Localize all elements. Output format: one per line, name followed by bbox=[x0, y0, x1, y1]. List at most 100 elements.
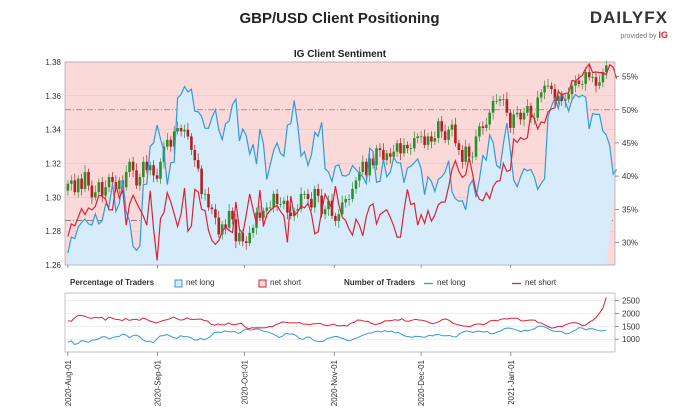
candle-body-151 bbox=[584, 72, 587, 84]
candle-body-128 bbox=[505, 99, 509, 113]
candle-body-45 bbox=[220, 224, 224, 235]
candle-body-102 bbox=[416, 136, 419, 139]
candle-body-78 bbox=[334, 215, 337, 221]
candle-body-153 bbox=[591, 77, 594, 78]
candle-body-42 bbox=[210, 207, 214, 210]
candle-body-9 bbox=[97, 182, 101, 193]
candle-body-97 bbox=[399, 143, 402, 154]
right-tick-label-3: 40% bbox=[622, 172, 638, 181]
legend-net-long: net long bbox=[186, 278, 215, 287]
candle-body-124 bbox=[491, 100, 495, 113]
candle-body-107 bbox=[433, 138, 437, 142]
right-tick-label-0: 55% bbox=[622, 73, 638, 82]
candle-body-143 bbox=[557, 95, 560, 101]
candle-body-139 bbox=[543, 85, 546, 93]
candle-body-58 bbox=[265, 207, 269, 211]
candle-body-32 bbox=[176, 128, 179, 132]
candle-body-122 bbox=[485, 124, 488, 128]
candle-body-63 bbox=[282, 200, 286, 205]
candle-body-110 bbox=[443, 131, 447, 140]
candle-body-15 bbox=[118, 180, 121, 189]
candle-body-62 bbox=[279, 204, 282, 205]
left-tick-label-2: 1.34 bbox=[45, 126, 61, 135]
x-tick-label-4: 2020-Dec-01 bbox=[417, 359, 426, 406]
candle-body-0 bbox=[66, 183, 70, 191]
x-tick-label-3: 2020-Nov-01 bbox=[330, 359, 339, 406]
legend-net-short: net short bbox=[270, 278, 302, 287]
candle-body-81 bbox=[344, 199, 347, 203]
candle-body-52 bbox=[244, 241, 248, 243]
candle-body-41 bbox=[207, 193, 210, 208]
left-tick-label-5: 1.28 bbox=[45, 227, 61, 236]
candle-body-11 bbox=[104, 187, 107, 196]
candle-body-116 bbox=[464, 146, 467, 162]
candle-body-44 bbox=[217, 217, 221, 235]
right-tick-label-2: 45% bbox=[622, 139, 638, 148]
candle-body-69 bbox=[303, 193, 306, 195]
candle-body-106 bbox=[430, 136, 433, 142]
candle-body-133 bbox=[522, 112, 526, 120]
candle-body-22 bbox=[142, 161, 145, 177]
candle-body-130 bbox=[512, 114, 515, 128]
left-tick-label-4: 1.30 bbox=[45, 193, 61, 202]
legend-net-long-2: net long bbox=[437, 278, 466, 287]
right-tick-label-5: 30% bbox=[622, 238, 638, 247]
x-tick-label-1: 2020-Sep-01 bbox=[154, 359, 163, 406]
candle-body-2 bbox=[73, 180, 77, 193]
candle-body-7 bbox=[90, 185, 94, 198]
top-chart-title: IG Client Sentiment bbox=[294, 49, 387, 60]
candle-body-109 bbox=[440, 121, 443, 132]
candle-body-73 bbox=[316, 188, 320, 196]
candle-body-144 bbox=[560, 95, 563, 101]
candle-body-48 bbox=[231, 210, 234, 220]
candle-body-114 bbox=[457, 143, 461, 150]
candle-body-120 bbox=[478, 126, 481, 137]
candle-body-132 bbox=[519, 112, 522, 120]
candle-body-90 bbox=[375, 148, 378, 166]
candle-body-137 bbox=[536, 97, 539, 118]
candle-body-51 bbox=[241, 232, 245, 242]
candle-body-105 bbox=[426, 136, 430, 145]
candle-body-92 bbox=[382, 150, 385, 161]
bottom-tick-label-0: 2500 bbox=[622, 297, 640, 306]
candle-body-113 bbox=[454, 124, 457, 144]
candle-body-26 bbox=[155, 175, 159, 179]
top-plot-axes: 1.38 1.36 1.34 1.32 1.30 1.28 1.26 55% 50% 45% 40%… bbox=[45, 58, 638, 270]
candle-body-59 bbox=[268, 207, 272, 209]
trader-count-net-long-line bbox=[67, 325, 607, 346]
candle-body-125 bbox=[495, 100, 498, 102]
candle-body-126 bbox=[498, 99, 502, 101]
candle-body-33 bbox=[179, 128, 183, 132]
candle-body-149 bbox=[577, 80, 581, 84]
candle-body-75 bbox=[323, 209, 327, 215]
candle-body-39 bbox=[200, 168, 203, 194]
trader-count-net-short-line bbox=[67, 297, 607, 330]
candle-body-96 bbox=[395, 143, 399, 152]
candle-body-91 bbox=[378, 148, 382, 150]
logo-provided-by: provided by IG bbox=[620, 30, 668, 40]
candle-body-121 bbox=[481, 126, 485, 128]
candle-body-127 bbox=[502, 99, 505, 100]
candle-body-103 bbox=[419, 136, 423, 138]
candle-body-76 bbox=[327, 200, 330, 210]
candle-body-70 bbox=[306, 193, 310, 199]
candle-body-3 bbox=[76, 178, 80, 193]
candle-body-111 bbox=[447, 129, 450, 140]
candle-body-141 bbox=[550, 85, 553, 90]
candle-body-87 bbox=[365, 161, 368, 176]
candle-body-64 bbox=[286, 200, 289, 213]
candle-body-100 bbox=[409, 148, 413, 150]
candle-body-101 bbox=[413, 138, 416, 149]
sentiment-lines bbox=[67, 62, 618, 261]
candle-body-74 bbox=[320, 195, 323, 215]
candle-body-71 bbox=[310, 199, 313, 208]
candle-body-112 bbox=[450, 124, 454, 130]
candle-body-27 bbox=[159, 161, 162, 179]
candle-body-35 bbox=[186, 129, 190, 137]
candle-body-152 bbox=[587, 72, 591, 78]
candle-body-6 bbox=[87, 172, 90, 186]
candle-body-117 bbox=[467, 146, 471, 157]
candle-body-129 bbox=[509, 112, 512, 128]
candle-body-47 bbox=[227, 210, 231, 228]
